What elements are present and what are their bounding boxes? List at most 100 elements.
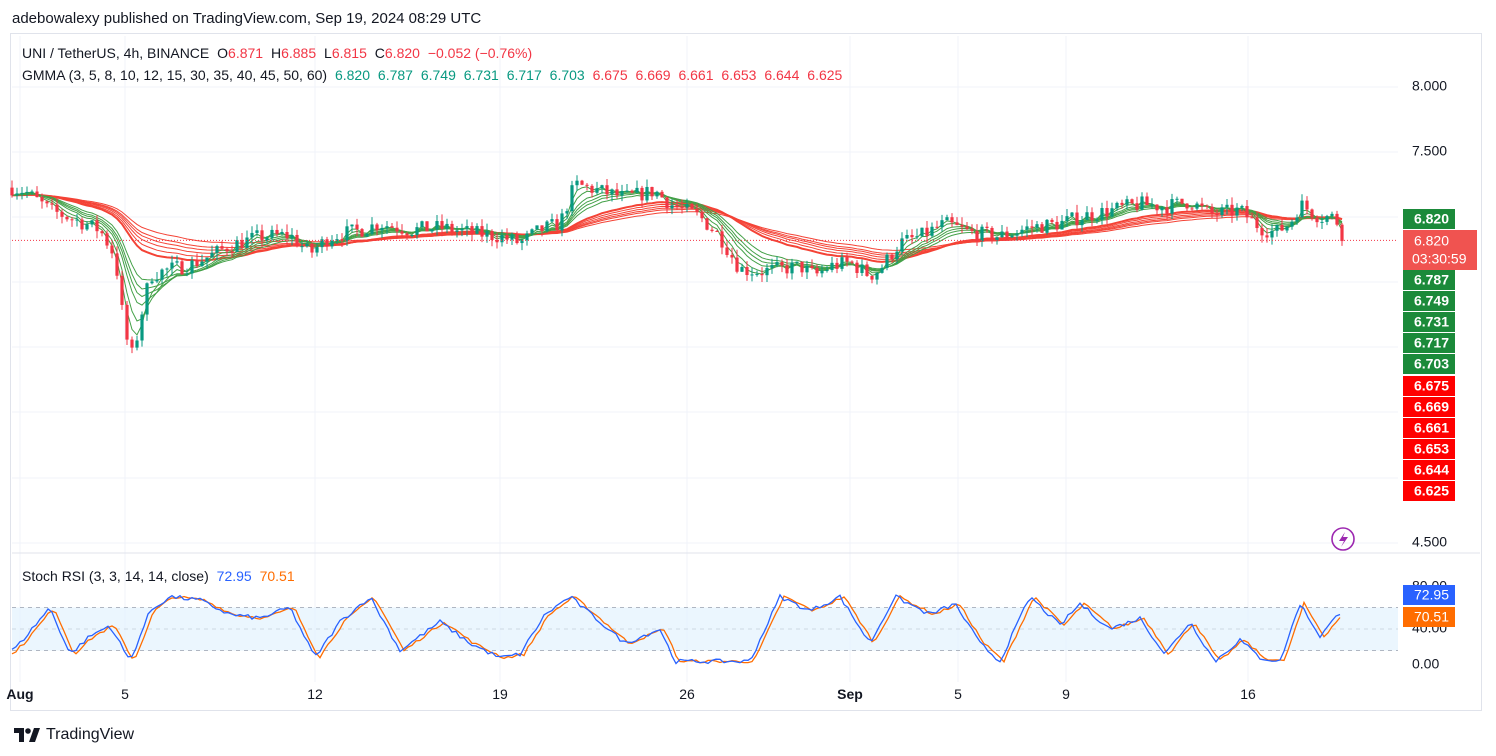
- candle-body: [350, 224, 354, 227]
- candle-body: [805, 265, 809, 273]
- candle-body: [560, 213, 564, 231]
- candle-body: [755, 274, 759, 276]
- candle-body: [720, 231, 724, 248]
- candle-body: [635, 187, 639, 193]
- candle-body: [515, 234, 519, 244]
- candle-body: [20, 192, 24, 194]
- candle-body: [1045, 219, 1049, 233]
- candle-body: [480, 226, 484, 237]
- gmma-long-value: 6.675: [592, 67, 628, 83]
- gmma-axis-tag-bg: [1403, 333, 1455, 353]
- candle-body: [525, 233, 529, 241]
- candle-body: [60, 211, 64, 217]
- price-axis: 8.0007.5004.50080.0040.000.006.8206.7876…: [12, 78, 1477, 672]
- candle-body: [1110, 208, 1114, 217]
- candle-body: [695, 208, 699, 213]
- tradingview-logo[interactable]: TradingView: [14, 726, 134, 744]
- candle-body: [835, 262, 839, 269]
- candle-body: [180, 261, 184, 275]
- candle-body: [385, 226, 389, 228]
- countdown-tag: 03:30:59: [1412, 251, 1467, 267]
- candle-body: [860, 264, 864, 274]
- candle-body: [1230, 204, 1234, 216]
- candle-body: [960, 224, 964, 227]
- gmma-axis-tag-bg: [1403, 460, 1455, 480]
- candle-body: [565, 211, 569, 214]
- candle-body: [630, 190, 634, 193]
- candle-body: [585, 184, 589, 186]
- candle-body: [850, 261, 854, 263]
- candle-body: [510, 234, 514, 240]
- candle-body: [930, 226, 934, 236]
- candle-body: [1155, 204, 1159, 211]
- candle-body: [15, 193, 19, 196]
- stoch-rsi-band: [12, 607, 1398, 651]
- candle-body: [1295, 217, 1299, 222]
- gmma-axis-tag: 6.820: [1414, 211, 1449, 227]
- candle-body: [1135, 203, 1139, 210]
- candle-body: [1120, 202, 1124, 205]
- candle-body: [200, 261, 204, 267]
- candle-body: [900, 238, 904, 252]
- symbol-legend: UNI / TetherUS, 4h, BINANCE O6.871 H6.88…: [22, 45, 536, 61]
- candle-body: [640, 187, 644, 201]
- candle-body: [55, 204, 59, 212]
- gmma-legend: GMMA (3, 5, 8, 10, 12, 15, 30, 35, 40, 4…: [22, 67, 846, 83]
- time-axis-label: 5: [121, 686, 129, 702]
- candle-body: [50, 203, 54, 205]
- candle-body: [440, 221, 444, 229]
- gmma-axis-tag-bg: [1403, 481, 1455, 501]
- flash-icon[interactable]: [1331, 527, 1355, 551]
- candle-body: [840, 257, 844, 269]
- candle-body: [135, 340, 139, 348]
- candle-body: [995, 237, 999, 241]
- candle-body: [1085, 212, 1089, 221]
- candle-body: [740, 267, 744, 272]
- candle-body: [715, 230, 719, 232]
- candle-body: [485, 231, 489, 237]
- candle-body: [270, 229, 274, 238]
- candle-body: [10, 187, 14, 196]
- candle-body: [1095, 219, 1099, 221]
- candle-body: [260, 230, 264, 241]
- candle-body: [230, 251, 234, 253]
- candle-body: [220, 246, 224, 249]
- candle-body: [125, 304, 129, 340]
- gmma-axis-tag: 6.661: [1414, 420, 1449, 436]
- candle-body: [1130, 199, 1134, 204]
- candle-body: [45, 201, 49, 204]
- candle-body: [85, 224, 89, 230]
- candle-body: [1020, 229, 1024, 234]
- candle-body: [535, 225, 539, 230]
- candle-body: [645, 186, 649, 201]
- candle-body: [595, 188, 599, 193]
- candle-body: [1315, 217, 1319, 223]
- candle-body: [330, 240, 334, 247]
- candle-body: [1225, 204, 1229, 208]
- time-axis-label: 5: [954, 686, 962, 702]
- candle-body: [305, 243, 309, 247]
- candle-body: [700, 212, 704, 219]
- candle-body: [450, 223, 454, 232]
- candle-body: [160, 269, 164, 280]
- candle-body: [555, 219, 559, 231]
- candle-body: [1190, 208, 1194, 210]
- chart-frame: [10, 33, 1482, 711]
- gmma-long-value: 6.661: [678, 67, 714, 83]
- gmma-short-value: 6.717: [506, 67, 542, 83]
- candle-body: [1175, 198, 1179, 200]
- candle-body: [325, 239, 329, 247]
- time-axis-label: 12: [307, 686, 323, 702]
- grid-lines: [12, 36, 1480, 682]
- candle-body: [865, 264, 869, 276]
- gmma-axis-tag-bg: [1403, 291, 1455, 311]
- candle-body: [475, 226, 479, 234]
- stoch-rsi-title: Stoch RSI (3, 3, 14, 14, close): [22, 568, 209, 584]
- open-label: O: [217, 45, 229, 61]
- open-value: 6.871: [228, 45, 264, 61]
- current-price-tag-bg: [1403, 230, 1477, 270]
- gmma-axis-tag-bg: [1403, 312, 1455, 332]
- candle-body: [575, 180, 579, 186]
- candle-body: [1145, 196, 1149, 206]
